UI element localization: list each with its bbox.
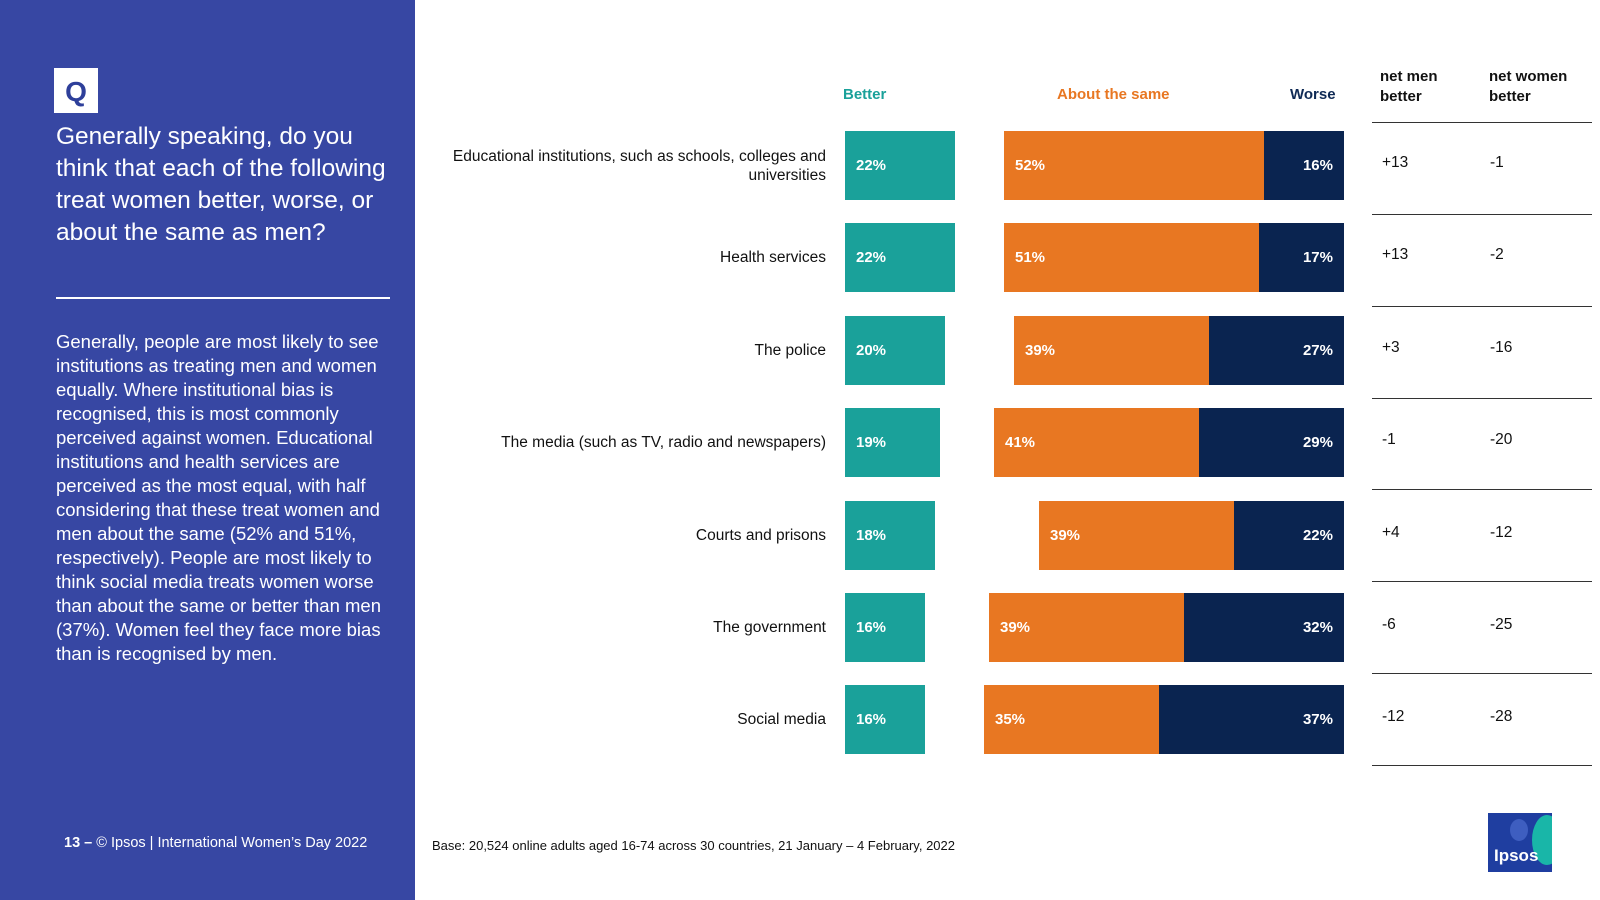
bar-better: 16% bbox=[845, 685, 925, 755]
bar-worse: 37% bbox=[1159, 685, 1344, 755]
bar-worse: 27% bbox=[1209, 315, 1344, 385]
header-net-men-better: net men better bbox=[1380, 68, 1438, 105]
net-women-better-value: -28 bbox=[1490, 708, 1513, 726]
base-note: Base: 20,524 online adults aged 16-74 ac… bbox=[432, 838, 955, 853]
net-men-better-value: +13 bbox=[1382, 246, 1409, 264]
bar-better: 20% bbox=[845, 315, 945, 385]
header-worse: Worse bbox=[1290, 86, 1336, 103]
bar-worse: 16% bbox=[1264, 131, 1344, 200]
table-rule bbox=[1372, 581, 1592, 582]
row-label: Social media bbox=[737, 711, 826, 729]
table-rule bbox=[1372, 765, 1592, 766]
logo-head-shape bbox=[1510, 819, 1528, 841]
question-text: Generally speaking, do you think that ea… bbox=[56, 123, 386, 246]
question-badge: Q bbox=[54, 68, 98, 113]
bar-worse: 22% bbox=[1234, 500, 1344, 570]
net-women-better-value: -20 bbox=[1490, 431, 1513, 449]
header-about-the-same: About the same bbox=[1057, 86, 1170, 103]
table-rule bbox=[1372, 214, 1592, 215]
sidebar-panel: Q Generally speaking, do you think that … bbox=[0, 0, 415, 900]
net-women-better-value: -1 bbox=[1490, 154, 1504, 171]
net-men-better-value: -6 bbox=[1382, 616, 1396, 633]
net-men-better-value: +3 bbox=[1382, 338, 1400, 356]
table-rule bbox=[1372, 673, 1592, 674]
row-label: The media (such as TV, radio and newspap… bbox=[501, 434, 826, 452]
net-women-better-value: -25 bbox=[1490, 616, 1513, 633]
bar-worse: 29% bbox=[1199, 408, 1344, 478]
ipsos-logo: Ipsos bbox=[1488, 813, 1552, 872]
bar-better: 16% bbox=[845, 593, 925, 662]
bar-about-the-same: 39% bbox=[989, 593, 1184, 662]
logo-wordmark: Ipsos bbox=[1494, 846, 1539, 865]
bar-about-the-same: 52% bbox=[1004, 131, 1264, 200]
summary-text: Generally, people are most likely to see… bbox=[56, 331, 381, 664]
logo-swoosh bbox=[1532, 815, 1552, 865]
header-better: Better bbox=[843, 86, 887, 103]
bar-about-the-same: 35% bbox=[984, 685, 1159, 755]
bar-worse: 17% bbox=[1259, 223, 1344, 293]
footer-text: © Ipsos | International Women’s Day 2022 bbox=[96, 835, 368, 851]
row-label: Health services bbox=[720, 249, 826, 267]
row-label: Courts and prisons bbox=[695, 526, 826, 544]
table-rule bbox=[1372, 489, 1592, 490]
net-women-better-value: -12 bbox=[1490, 523, 1513, 541]
bar-about-the-same: 51% bbox=[1004, 223, 1259, 293]
row-label: Educational institutions, such as school… bbox=[452, 147, 826, 184]
bar-about-the-same: 41% bbox=[994, 408, 1199, 478]
table-rule bbox=[1372, 306, 1592, 307]
table-rule bbox=[1372, 122, 1592, 123]
row-label: The police bbox=[754, 341, 826, 359]
net-men-better-value: +13 bbox=[1382, 154, 1409, 171]
net-men-better-value: -12 bbox=[1382, 708, 1405, 726]
bar-worse: 32% bbox=[1184, 593, 1344, 662]
bar-better: 22% bbox=[845, 131, 955, 200]
bar-better: 19% bbox=[845, 408, 940, 478]
net-men-better-value: -1 bbox=[1382, 431, 1396, 449]
net-women-better-value: -2 bbox=[1490, 246, 1504, 264]
table-rule bbox=[1372, 398, 1592, 399]
sidebar-divider bbox=[56, 297, 390, 299]
row-label: The government bbox=[713, 619, 826, 636]
bar-about-the-same: 39% bbox=[1039, 500, 1234, 570]
bar-better: 22% bbox=[845, 223, 955, 293]
bar-about-the-same: 39% bbox=[1014, 315, 1209, 385]
net-men-better-value: +4 bbox=[1382, 523, 1400, 541]
page-number: 13 – bbox=[64, 835, 93, 851]
footer-credit: 13 – © Ipsos | International Women’s Day… bbox=[64, 835, 367, 851]
bar-better: 18% bbox=[845, 500, 935, 570]
net-women-better-value: -16 bbox=[1490, 338, 1513, 356]
header-net-women-better: net women better bbox=[1489, 68, 1568, 105]
